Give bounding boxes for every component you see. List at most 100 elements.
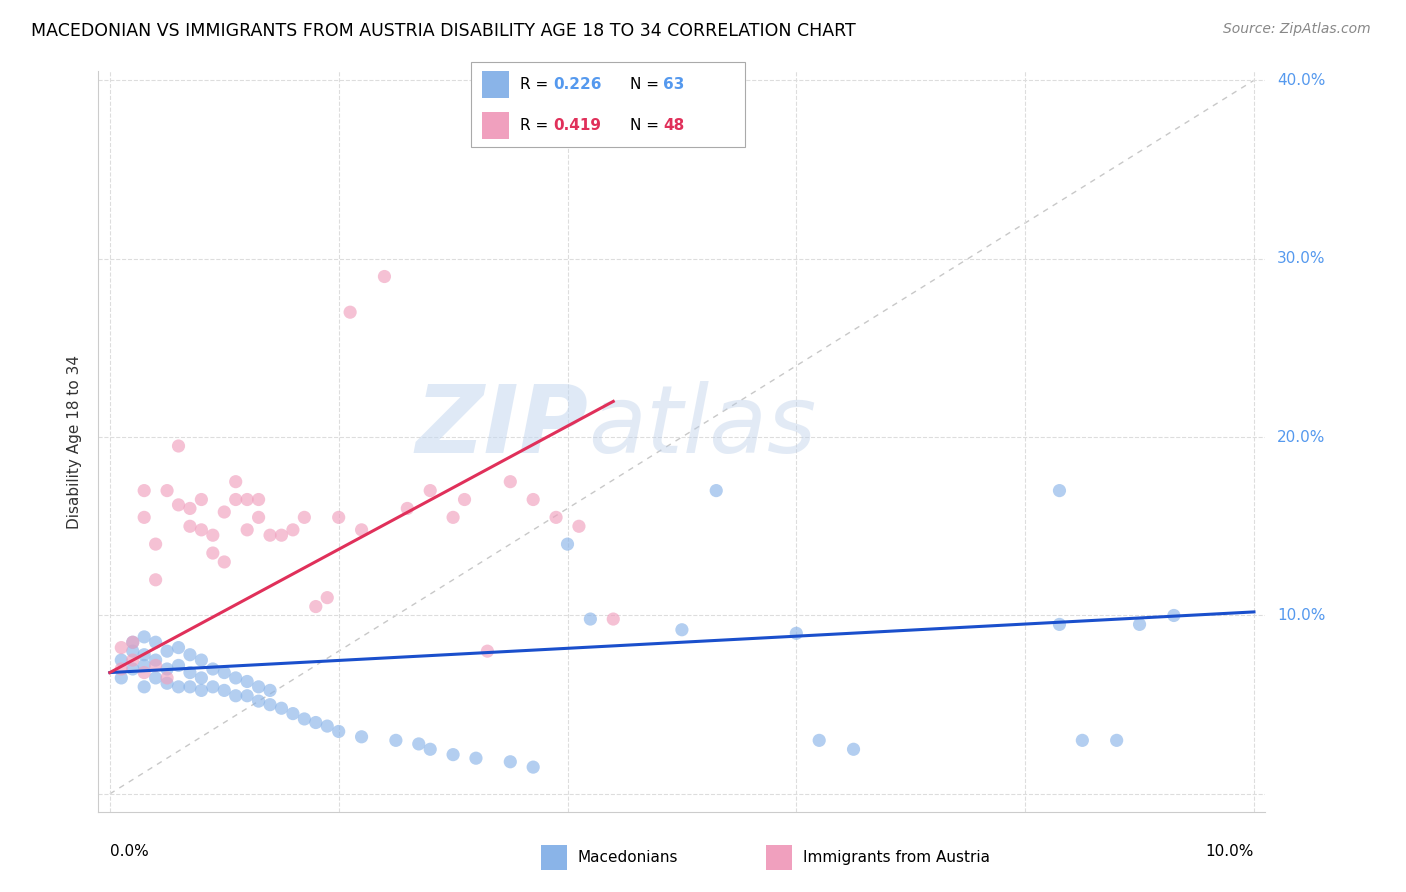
Point <box>156 671 179 685</box>
Point <box>808 733 831 747</box>
Text: 48: 48 <box>664 118 685 133</box>
Point <box>145 671 167 685</box>
Point <box>316 719 339 733</box>
Point <box>671 623 693 637</box>
Point <box>190 671 212 685</box>
Text: 20.0%: 20.0% <box>1277 430 1326 444</box>
Point <box>134 665 156 680</box>
Point <box>544 510 567 524</box>
Point <box>373 269 395 284</box>
Point <box>167 640 190 655</box>
Text: 0.0%: 0.0% <box>110 844 149 859</box>
Point <box>270 701 292 715</box>
Point <box>201 680 224 694</box>
Point <box>1128 617 1150 632</box>
Point <box>1049 617 1071 632</box>
Point <box>121 635 143 649</box>
Point <box>225 492 247 507</box>
Point <box>201 546 224 560</box>
Point <box>190 523 212 537</box>
Point <box>121 644 143 658</box>
Point <box>201 662 224 676</box>
Point <box>316 591 339 605</box>
Point <box>579 612 602 626</box>
Point <box>145 653 167 667</box>
Point <box>167 439 190 453</box>
Point <box>214 683 236 698</box>
Point <box>167 680 190 694</box>
Point <box>305 599 328 614</box>
Bar <box>482 112 509 139</box>
Point <box>441 510 464 524</box>
Point <box>179 665 201 680</box>
Point <box>441 747 464 762</box>
Text: Immigrants from Austria: Immigrants from Austria <box>803 850 990 864</box>
Point <box>247 680 270 694</box>
Point <box>145 658 167 673</box>
Point <box>214 555 236 569</box>
Point <box>259 528 281 542</box>
Point <box>190 683 212 698</box>
Point <box>292 712 315 726</box>
Text: N =: N = <box>630 77 664 92</box>
Point <box>328 724 350 739</box>
Text: atlas: atlas <box>589 381 817 472</box>
Point <box>134 648 156 662</box>
Point <box>499 755 522 769</box>
Point <box>156 483 179 498</box>
Point <box>477 644 499 658</box>
Point <box>134 630 156 644</box>
Point <box>225 671 247 685</box>
Point <box>179 501 201 516</box>
Point <box>247 510 270 524</box>
Bar <box>482 71 509 98</box>
Point <box>214 505 236 519</box>
Text: ZIP: ZIP <box>416 381 589 473</box>
Text: 30.0%: 30.0% <box>1277 252 1326 266</box>
Point <box>236 523 259 537</box>
Point <box>339 305 361 319</box>
Point <box>167 658 190 673</box>
Y-axis label: Disability Age 18 to 34: Disability Age 18 to 34 <box>67 354 83 529</box>
Point <box>292 510 315 524</box>
Point <box>281 523 304 537</box>
Point <box>110 653 132 667</box>
Point <box>557 537 579 551</box>
Point <box>842 742 865 756</box>
Point <box>568 519 591 533</box>
Text: 10.0%: 10.0% <box>1277 608 1326 623</box>
Point <box>225 475 247 489</box>
Point <box>190 653 212 667</box>
Point <box>145 537 167 551</box>
Point <box>236 674 259 689</box>
Point <box>259 698 281 712</box>
Text: 0.419: 0.419 <box>554 118 602 133</box>
Point <box>201 528 224 542</box>
Point <box>305 715 328 730</box>
Point <box>110 640 132 655</box>
Point <box>1163 608 1185 623</box>
Point <box>167 498 190 512</box>
Point <box>247 694 270 708</box>
Point <box>1049 483 1071 498</box>
Point <box>408 737 430 751</box>
Text: MACEDONIAN VS IMMIGRANTS FROM AUSTRIA DISABILITY AGE 18 TO 34 CORRELATION CHART: MACEDONIAN VS IMMIGRANTS FROM AUSTRIA DI… <box>31 22 856 40</box>
Point <box>225 689 247 703</box>
Point <box>156 676 179 690</box>
Point <box>121 653 143 667</box>
Point <box>453 492 475 507</box>
Point <box>134 680 156 694</box>
Point <box>179 648 201 662</box>
Text: R =: R = <box>520 118 554 133</box>
Text: Source: ZipAtlas.com: Source: ZipAtlas.com <box>1223 22 1371 37</box>
Point <box>522 492 544 507</box>
Point <box>419 742 441 756</box>
Point <box>214 665 236 680</box>
Point <box>328 510 350 524</box>
Point <box>247 492 270 507</box>
Point <box>1105 733 1128 747</box>
Point <box>110 671 132 685</box>
Point <box>522 760 544 774</box>
Point <box>179 519 201 533</box>
FancyBboxPatch shape <box>471 62 745 147</box>
